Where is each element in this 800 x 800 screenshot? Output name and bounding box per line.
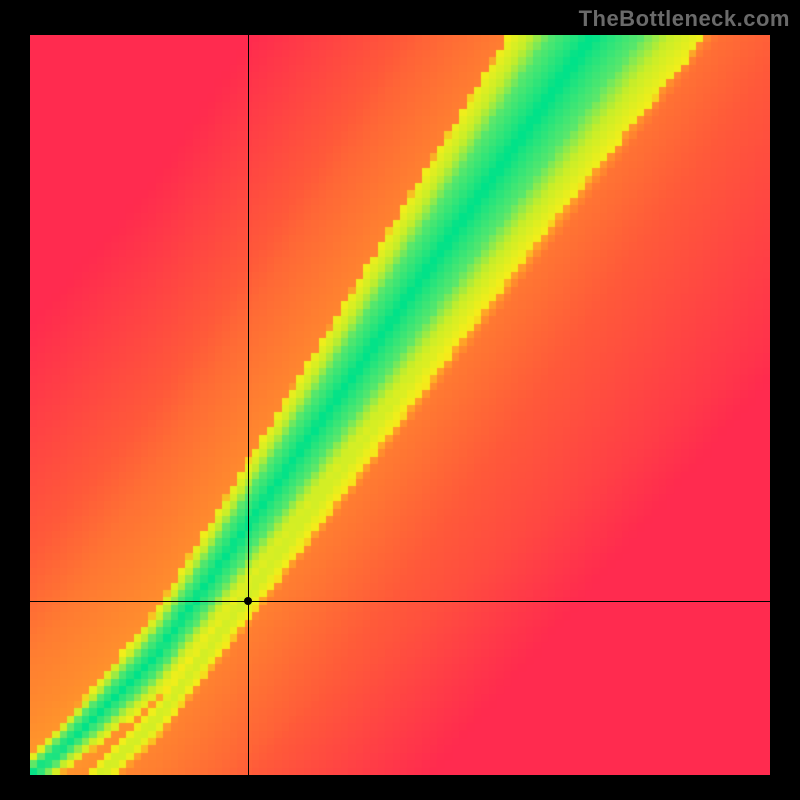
crosshair-vertical — [248, 35, 249, 775]
heatmap-canvas — [30, 35, 770, 775]
chart-wrapper: TheBottleneck.com — [0, 0, 800, 800]
watermark-text: TheBottleneck.com — [579, 6, 790, 32]
crosshair-horizontal — [30, 601, 770, 602]
plot-area — [30, 35, 770, 775]
